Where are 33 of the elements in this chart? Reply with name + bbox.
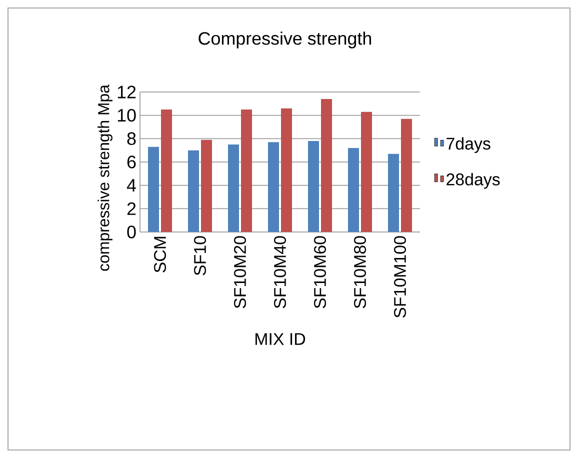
y-tick-label: 8 <box>127 132 136 145</box>
bar <box>361 112 372 232</box>
bar <box>268 142 280 232</box>
x-tick-label: SF10M20 <box>234 236 246 308</box>
bar <box>321 98 332 232</box>
bar <box>308 140 320 232</box>
bar <box>201 140 212 232</box>
y-tick-label: 12 <box>118 86 136 98</box>
legend-label: 7days <box>446 137 490 154</box>
y-tick-label: 0 <box>127 226 136 238</box>
bar <box>228 144 240 232</box>
bar <box>348 148 360 232</box>
x-tick-label: SF10 <box>194 236 206 276</box>
x-tick-label: SF10M80 <box>354 236 366 308</box>
bar <box>148 146 160 232</box>
y-tick-label: 10 <box>118 108 136 122</box>
bar <box>188 150 200 232</box>
x-axis-title: MIX ID <box>256 333 306 345</box>
bar <box>241 109 252 232</box>
x-tick-label: SF10M40 <box>274 236 286 308</box>
x-tick-label: SF10M60 <box>314 236 326 308</box>
bar <box>161 109 172 232</box>
y-tick-label: 6 <box>127 156 136 168</box>
chart-title: Compressive strength <box>198 32 372 48</box>
y-tick-label: 2 <box>127 202 136 215</box>
y-tick-label: 4 <box>126 179 136 192</box>
x-tick-label: SF10M100 <box>394 236 406 318</box>
bar <box>388 154 400 232</box>
x-tick-label: SCM <box>154 236 166 272</box>
legend-label: 28days <box>446 172 500 189</box>
y-axis-title: compressive strength Mpa <box>98 84 112 271</box>
bar <box>400 118 412 232</box>
bar <box>281 108 292 232</box>
